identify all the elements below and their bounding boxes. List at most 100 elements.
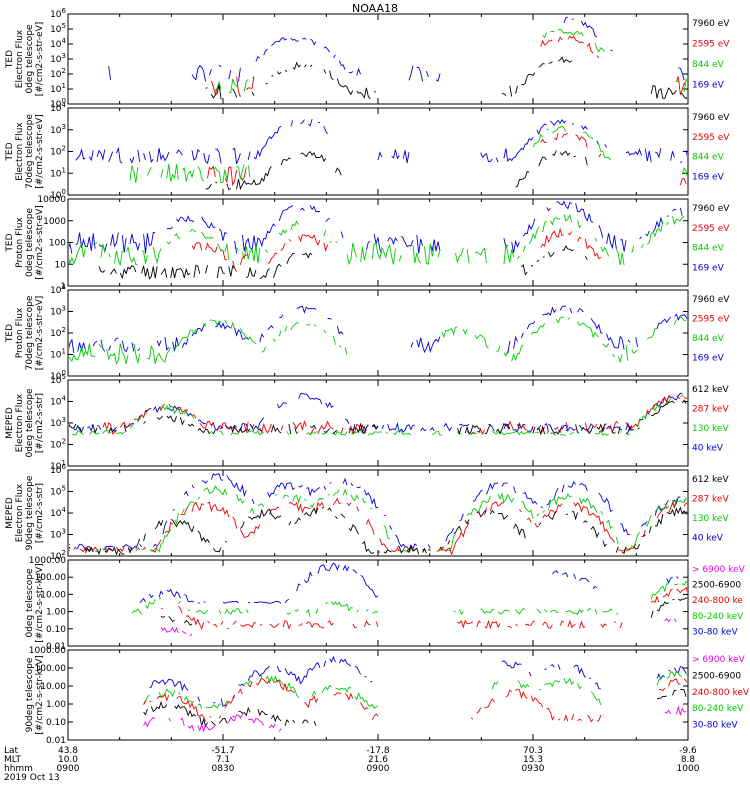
footer-row-label: Lat [4,746,19,756]
series-line [69,200,683,254]
y-tick-label: 10.00 [40,590,66,600]
y-tick-label: 1000.00 [29,646,66,656]
legend-entry: 287 keV [692,405,729,415]
y-tick-label: 100 [50,97,66,110]
panel2-frame [67,107,689,196]
legend-entry: 7960 eV [692,113,730,123]
y-tick-label: 105 [50,373,66,386]
y-axis-label: [#/cm2-s-str-keV] [35,563,45,642]
legend-entry: 80-240 keV [692,612,744,622]
legend-entry: 240-800 keV [692,688,750,698]
footer-tick-mlt: 7.1 [216,755,230,765]
footer-tick-lat: -17.8 [366,746,390,756]
y-axis-label: Proton Flux [15,307,25,358]
y-axis-label: Electron Flux [15,483,25,542]
y-tick-label: 10000 [37,195,66,205]
y-tick-label: 101 [50,459,66,472]
legend-entry: 7960 eV [692,295,730,305]
y-axis-label: Electron Flux [15,29,25,88]
y-tick-label: 106 [50,7,66,20]
y-tick-label: 101 [50,82,66,95]
y-tick-label: 104 [50,283,66,296]
footer-row-label: MLT [4,755,22,765]
series-line [191,227,602,273]
y-tick-label: 102 [50,145,66,158]
y-tick-label: 102 [50,438,66,451]
y-tick-label: 0.01 [46,736,66,746]
footer-tick-time: 0900 [367,764,390,774]
y-tick-label: 10 [55,260,67,270]
y-tick-label: 105 [50,22,66,35]
y-tick-label: 103 [50,52,66,65]
legend-entry: 80-240 keV [692,704,744,714]
legend-entry: 169 eV [692,354,725,364]
y-axis-label: 70deg telescope [25,114,35,189]
footer-tick-time: 0900 [57,764,80,774]
legend-entry: 130 keV [692,424,729,434]
series-line [69,305,687,354]
footer-tick-lat: 70.3 [523,746,543,756]
series-line [69,399,687,436]
panel4: 100 101 102 103 104 TED Proton Flux 70deg teles… [5,283,730,382]
footer-tick-mlt: 8.8 [681,755,696,765]
y-axis-label: [#/cm2-s-str-eV] [35,22,45,97]
panel6-series [69,472,687,555]
y-tick-label: 100 [50,188,66,201]
panel3-frame [67,198,689,287]
series-line [98,245,588,280]
legend-entry: 169 eV [692,81,725,91]
panel1-series [109,17,687,100]
y-tick-label: 1 [60,282,66,292]
series-line [69,472,687,551]
y-axis-label: 0deg telescope [25,568,35,638]
y-tick-label: 1000.00 [29,556,66,566]
y-tick-label: 100.00 [35,573,67,583]
legend-entry: 7960 eV [692,19,730,29]
legend-entry: 287 keV [692,495,729,505]
y-tick-label: 103 [50,528,66,541]
y-tick-label: 104 [50,395,66,408]
series-line [72,395,688,435]
panel3: 1 10 100 1000 10000 TED Proton Flux 0deg telesc… [5,195,730,292]
legend-entry: 40 keV [692,534,724,544]
legend-entry: 7960 eV [692,204,730,214]
series-line [207,132,687,187]
series-line [143,677,687,723]
panel3-series [69,200,688,280]
y-axis-label: 90deg telescope [25,657,35,732]
y-tick-label: 100 [49,239,66,249]
legend-entry: 2595 eV [692,315,730,325]
y-tick-label: 10.00 [40,682,66,692]
y-axis-label: Electron Flux [15,393,25,452]
y-axis-label: [#/cm2-s-str-keV] [35,655,45,734]
legend-entry: 130 keV [692,514,729,524]
panel6: 102 103 104 105 106 MEPED Electron Flux 90deg t… [5,463,729,562]
legend-entry: 2595 eV [692,224,730,234]
y-tick-label: 103 [50,416,66,429]
y-tick-label: 101 [50,348,66,361]
y-axis-label: MEPED [5,497,15,529]
y-axis-label: TED [5,324,15,343]
y-tick-label: 104 [50,506,66,519]
y-tick-label: 100.00 [35,664,67,674]
y-tick-label: 0.10 [46,625,66,635]
y-tick-label: 101 [50,166,66,179]
series-line [143,705,687,733]
y-tick-label: 103 [50,123,66,136]
series-line [205,56,687,100]
legend-entry: 240-800 ke [692,596,743,606]
footer-tick-lat: 43.8 [58,746,78,756]
series-line [160,586,687,630]
legend-entry: 30-80 keV [692,721,738,731]
series-line [75,118,687,165]
panel6-frame [67,469,689,557]
legend-entry: > 6900 keV [692,655,746,665]
y-tick-label: 1000 [43,217,66,227]
panel4-series [69,305,687,365]
y-tick-label: 0.10 [46,718,66,728]
y-axis-label: 0deg telescope [25,388,35,458]
y-tick-label: 104 [50,101,66,114]
series-line [161,616,682,636]
